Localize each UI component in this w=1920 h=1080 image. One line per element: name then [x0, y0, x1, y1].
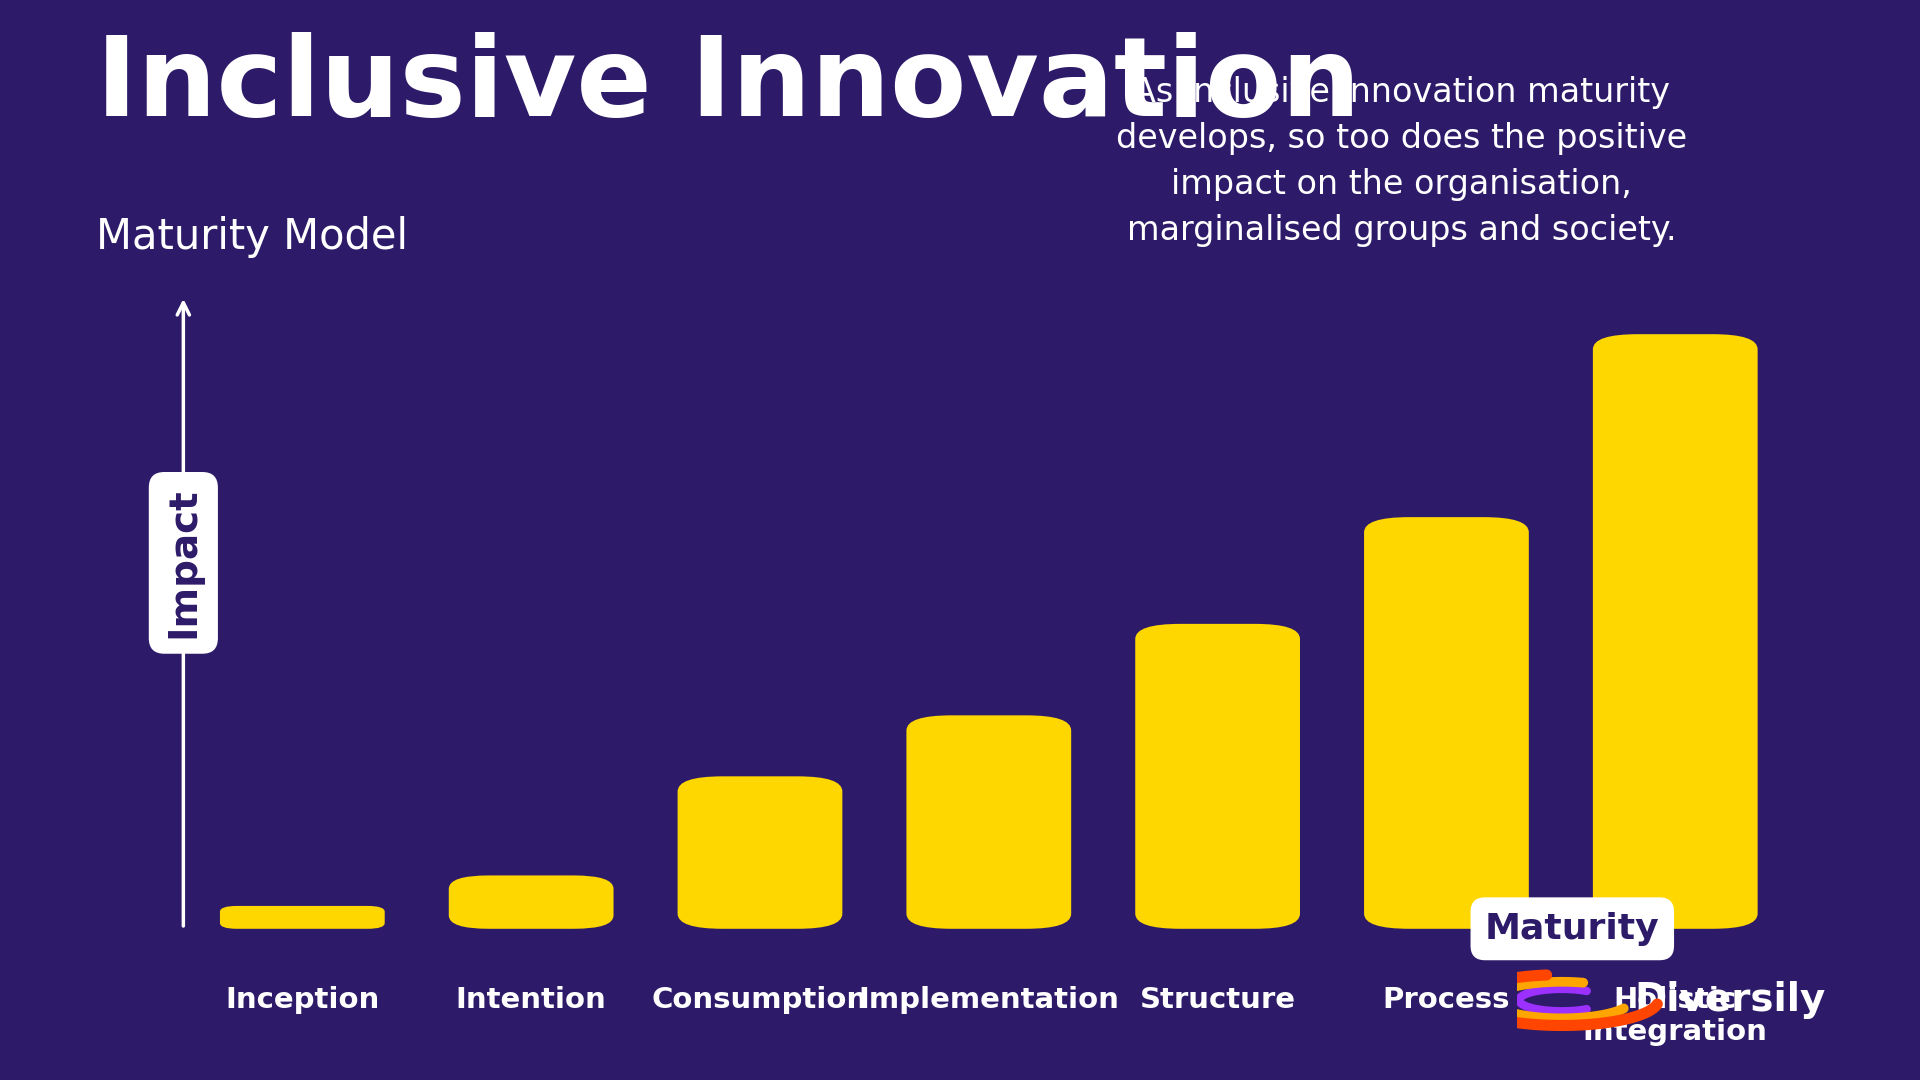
FancyBboxPatch shape [1363, 517, 1528, 929]
Text: Impact: Impact [165, 487, 202, 638]
Text: Process: Process [1382, 986, 1511, 1014]
Text: Maturity: Maturity [1484, 912, 1659, 946]
FancyBboxPatch shape [449, 876, 614, 929]
Text: Inception: Inception [225, 986, 380, 1014]
FancyBboxPatch shape [906, 715, 1071, 929]
FancyBboxPatch shape [678, 777, 843, 929]
Text: Consumption: Consumption [653, 986, 868, 1014]
FancyBboxPatch shape [1594, 334, 1757, 929]
Text: Maturity Model: Maturity Model [96, 216, 407, 258]
Text: Intention: Intention [455, 986, 607, 1014]
FancyBboxPatch shape [221, 906, 384, 929]
Text: Inclusive Innovation: Inclusive Innovation [96, 32, 1361, 139]
Text: Diversily: Diversily [1634, 981, 1826, 1020]
Text: Structure: Structure [1140, 986, 1296, 1014]
Text: Holistic
Integration: Holistic Integration [1582, 986, 1768, 1047]
Text: Implementation: Implementation [858, 986, 1119, 1014]
Text: As inclusive innovation maturity
develops, so too does the positive
impact on th: As inclusive innovation maturity develop… [1116, 76, 1688, 246]
FancyBboxPatch shape [1135, 624, 1300, 929]
